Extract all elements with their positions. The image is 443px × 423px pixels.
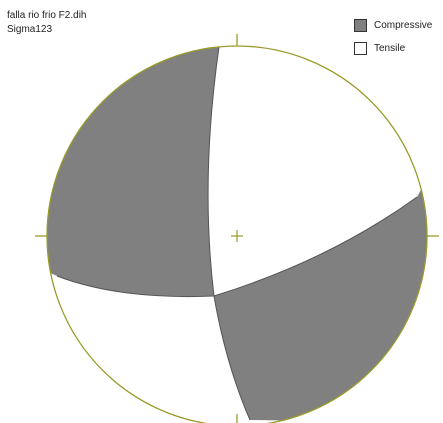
plot-subtitle: Sigma123 [7, 24, 53, 35]
title-block: falla rio frio F2.dih Sigma123 [7, 9, 86, 37]
legend: Compressive Tensile [354, 18, 432, 64]
compressive-quadrant-nw [47, 46, 230, 297]
legend-label-tensile: Tensile [374, 43, 406, 54]
nodal-line-1 [207, 46, 251, 421]
file-name: falla rio frio F2.dih [7, 10, 87, 21]
legend-label-compressive: Compressive [374, 20, 433, 31]
center-cross [231, 230, 243, 242]
compressive-swatch [354, 19, 367, 32]
nodal-line-2 [56, 196, 418, 298]
legend-item-compressive: Compressive [354, 18, 432, 33]
tensile-swatch [354, 42, 367, 55]
legend-item-tensile: Tensile [354, 41, 432, 56]
